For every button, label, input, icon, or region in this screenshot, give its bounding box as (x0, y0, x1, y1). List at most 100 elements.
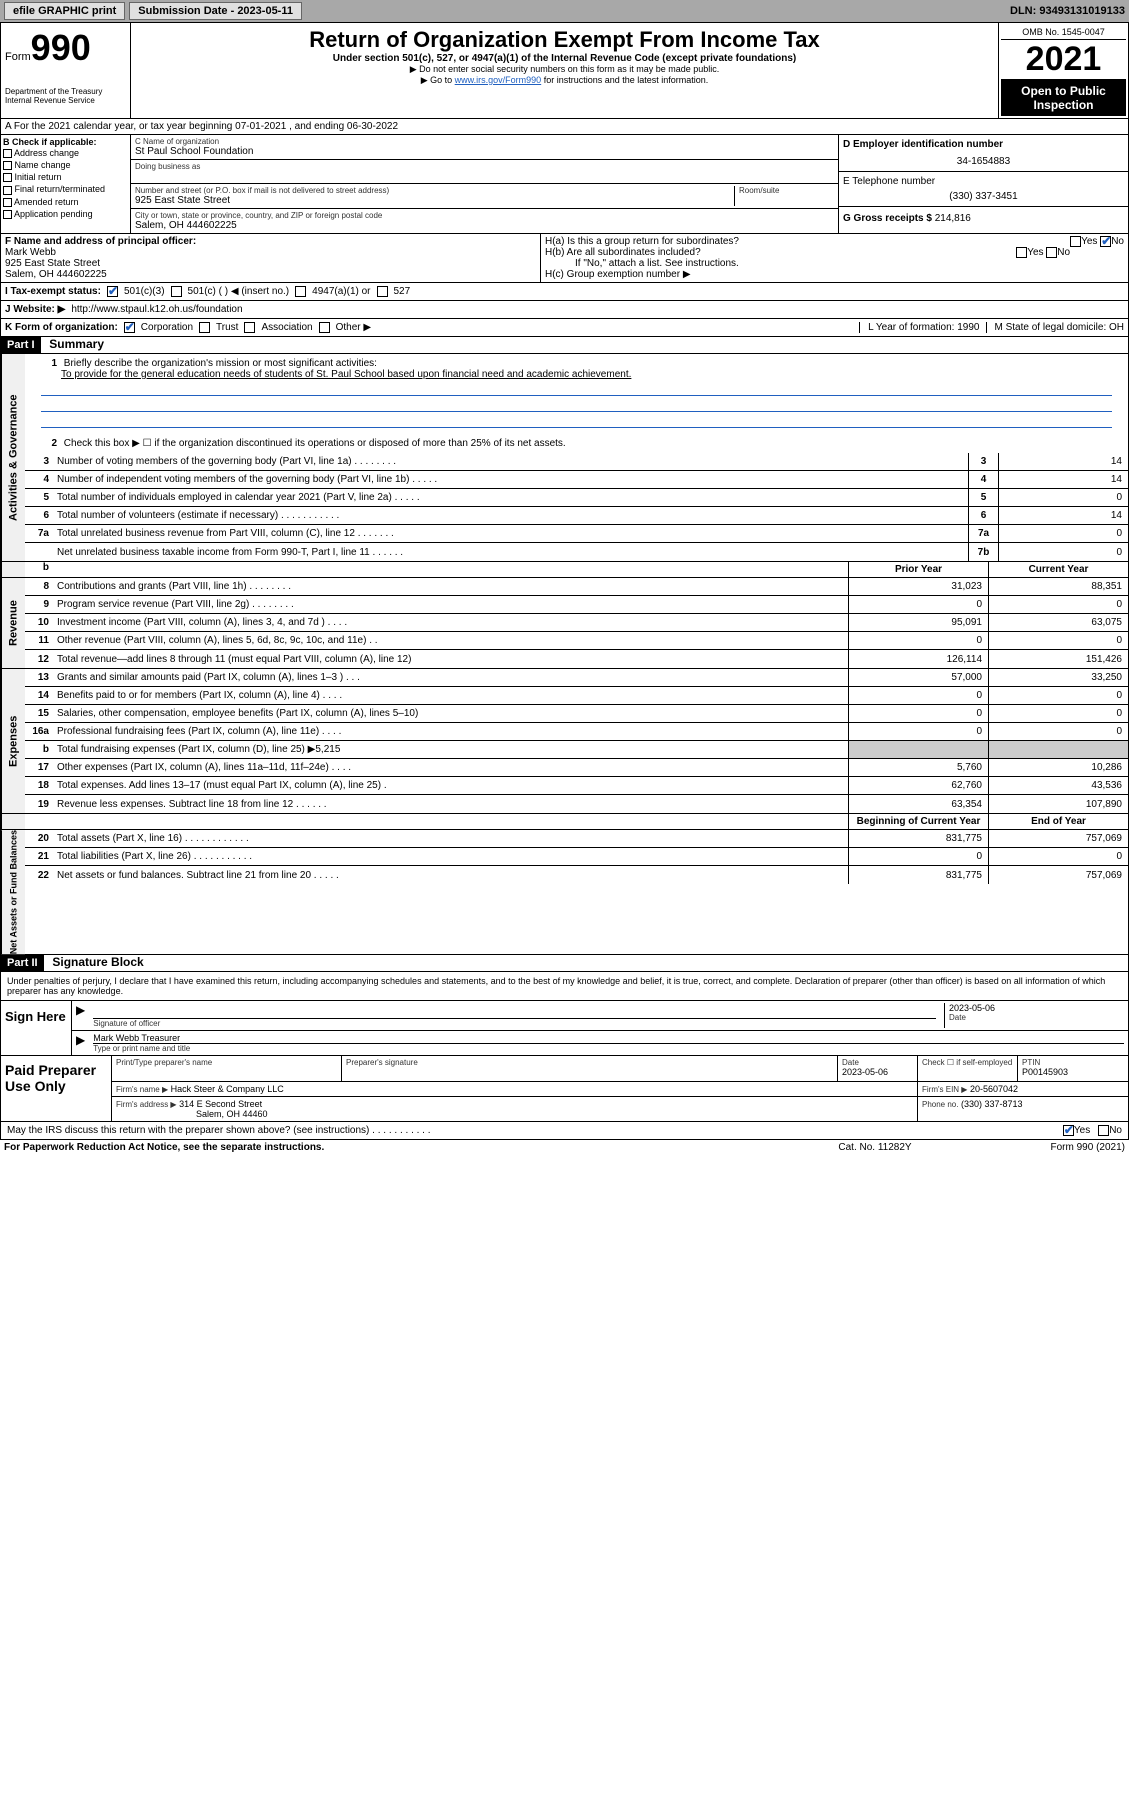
row-j: J Website: ▶ http://www.stpaul.k12.oh.us… (0, 301, 1129, 319)
paperwork-notice: For Paperwork Reduction Act Notice, see … (4, 1142, 775, 1153)
data-line: 12Total revenue—add lines 8 through 11 (… (25, 650, 1128, 668)
net-header: Beginning of Current Year End of Year (0, 814, 1129, 830)
cb-trust[interactable] (199, 322, 210, 333)
dln: DLN: 93493131019133 (1010, 5, 1125, 17)
cb-501c[interactable] (171, 286, 182, 297)
gov-line: 6Total number of volunteers (estimate if… (25, 507, 1128, 525)
street-label: Number and street (or P.O. box if mail i… (135, 186, 734, 195)
cb-app-pending[interactable]: Application pending (14, 209, 93, 219)
line1-label: Briefly describe the organization's miss… (64, 358, 377, 369)
city-label: City or town, state or province, country… (135, 211, 834, 220)
line2-label: Check this box ▶ ☐ if the organization d… (64, 438, 566, 449)
topbar: efile GRAPHIC print Submission Date - 20… (0, 0, 1129, 22)
cb-final[interactable]: Final return/terminated (15, 184, 106, 194)
expenses-section: Expenses 13Grants and similar amounts pa… (0, 669, 1129, 814)
net-assets-section: Net Assets or Fund Balances 20Total asse… (0, 830, 1129, 955)
form-title: Return of Organization Exempt From Incom… (135, 27, 994, 53)
ha-yes[interactable]: Yes (1081, 236, 1097, 247)
prep-date-label: Date (842, 1058, 913, 1067)
dept-treasury: Department of the Treasury Internal Reve… (5, 87, 126, 105)
hdr-end: End of Year (988, 814, 1128, 829)
paid-preparer-label: Paid Preparer Use Only (1, 1056, 111, 1121)
data-line: 13Grants and similar amounts paid (Part … (25, 669, 1128, 687)
sig-date-label: Date (949, 1013, 1124, 1022)
section-fh: F Name and address of principal officer:… (0, 234, 1129, 283)
data-line: 8Contributions and grants (Part VIII, li… (25, 578, 1128, 596)
tab-governance: Activities & Governance (1, 354, 25, 561)
submission-date: Submission Date - 2023-05-11 (129, 2, 302, 20)
sign-here-label: Sign Here (1, 1001, 71, 1055)
gov-line: 4Number of independent voting members of… (25, 471, 1128, 489)
sig-officer-label: Signature of officer (93, 1019, 936, 1028)
data-line: 9Program service revenue (Part VIII, lin… (25, 596, 1128, 614)
phone-label: Phone no. (922, 1100, 958, 1109)
hdr-beginning: Beginning of Current Year (848, 814, 988, 829)
street: 925 East State Street (135, 195, 734, 206)
firm-addr-label: Firm's address ▶ (116, 1100, 177, 1109)
mission: To provide for the general education nee… (33, 369, 1120, 380)
officer-addr1: 925 East State Street (5, 258, 536, 269)
irs-no[interactable] (1098, 1125, 1109, 1136)
firm-ein: 20-5607042 (970, 1084, 1018, 1094)
efile-button[interactable]: efile GRAPHIC print (4, 2, 125, 20)
omb-number: OMB No. 1545-0047 (1001, 25, 1126, 40)
form-header: Form990 Department of the Treasury Inter… (0, 22, 1129, 119)
hdr-prior: Prior Year (848, 562, 988, 577)
cb-corp[interactable] (124, 322, 135, 333)
firm-ein-label: Firm's EIN ▶ (922, 1085, 967, 1094)
form-ref: Form 990 (2021) (975, 1142, 1125, 1153)
cb-527[interactable] (377, 286, 388, 297)
firm-name: Hack Steer & Company LLC (171, 1084, 284, 1094)
open-public: Open to Public Inspection (1001, 80, 1126, 116)
revenue-section: Revenue 8Contributions and grants (Part … (0, 578, 1129, 669)
ha-no[interactable]: No (1111, 236, 1124, 247)
hb-label: H(b) Are all subordinates included? (545, 247, 701, 258)
ha-label: H(a) Is this a group return for subordin… (545, 236, 739, 247)
cb-assoc[interactable] (244, 322, 255, 333)
tab-revenue: Revenue (1, 578, 25, 668)
officer-name: Mark Webb (5, 247, 536, 258)
hb-note: If "No," attach a list. See instructions… (545, 258, 1124, 269)
d-label: D Employer identification number (843, 139, 1124, 150)
room-label: Room/suite (739, 186, 834, 195)
j-label: J Website: ▶ (5, 304, 65, 315)
cb-address[interactable]: Address change (14, 148, 79, 158)
firm-phone: (330) 337-8713 (961, 1099, 1023, 1109)
cb-other[interactable] (319, 322, 330, 333)
gov-line: 5Total number of individuals employed in… (25, 489, 1128, 507)
row-a: A For the 2021 calendar year, or tax yea… (0, 119, 1129, 135)
k-label: K Form of organization: (5, 322, 118, 333)
check-self-employed[interactable]: Check ☐ if self-employed (922, 1058, 1013, 1067)
sig-date: 2023-05-06 (949, 1003, 1124, 1013)
cb-amended[interactable]: Amended return (14, 197, 79, 207)
f-label: F Name and address of principal officer: (5, 236, 536, 247)
officer-addr2: Salem, OH 444602225 (5, 269, 536, 280)
irs-link[interactable]: www.irs.gov/Form990 (455, 75, 542, 85)
cb-name[interactable]: Name change (15, 160, 71, 170)
b-label: B Check if applicable: (3, 137, 128, 147)
governance-section: Activities & Governance 1 Briefly descri… (0, 354, 1129, 562)
data-line: 16aProfessional fundraising fees (Part I… (25, 723, 1128, 741)
ptin-label: PTIN (1022, 1058, 1124, 1067)
gov-line: 3Number of voting members of the governi… (25, 453, 1128, 471)
hb-yes[interactable]: Yes (1027, 247, 1043, 258)
i-label: I Tax-exempt status: (5, 286, 101, 297)
cat-no: Cat. No. 11282Y (775, 1142, 975, 1153)
part1-header: Part I (1, 337, 41, 353)
form-number: 990 (31, 27, 91, 68)
website: http://www.stpaul.k12.oh.us/foundation (71, 304, 242, 315)
irs-yes[interactable] (1063, 1125, 1074, 1136)
tab-net-assets: Net Assets or Fund Balances (1, 830, 25, 954)
data-line: 19Revenue less expenses. Subtract line 1… (25, 795, 1128, 813)
cb-4947[interactable] (295, 286, 306, 297)
signature-block: Under penalties of perjury, I declare th… (0, 972, 1129, 1140)
cb-501c3[interactable] (107, 286, 118, 297)
cb-initial[interactable]: Initial return (15, 172, 62, 182)
l-year: L Year of formation: 1990 (859, 322, 979, 333)
firm-addr2: Salem, OH 44460 (116, 1109, 913, 1119)
part2-title: Signature Block (46, 953, 149, 971)
footer: For Paperwork Reduction Act Notice, see … (0, 1140, 1129, 1155)
hb-no[interactable]: No (1057, 247, 1070, 258)
data-line: 11Other revenue (Part VIII, column (A), … (25, 632, 1128, 650)
may-irs-discuss: May the IRS discuss this return with the… (7, 1125, 1063, 1136)
